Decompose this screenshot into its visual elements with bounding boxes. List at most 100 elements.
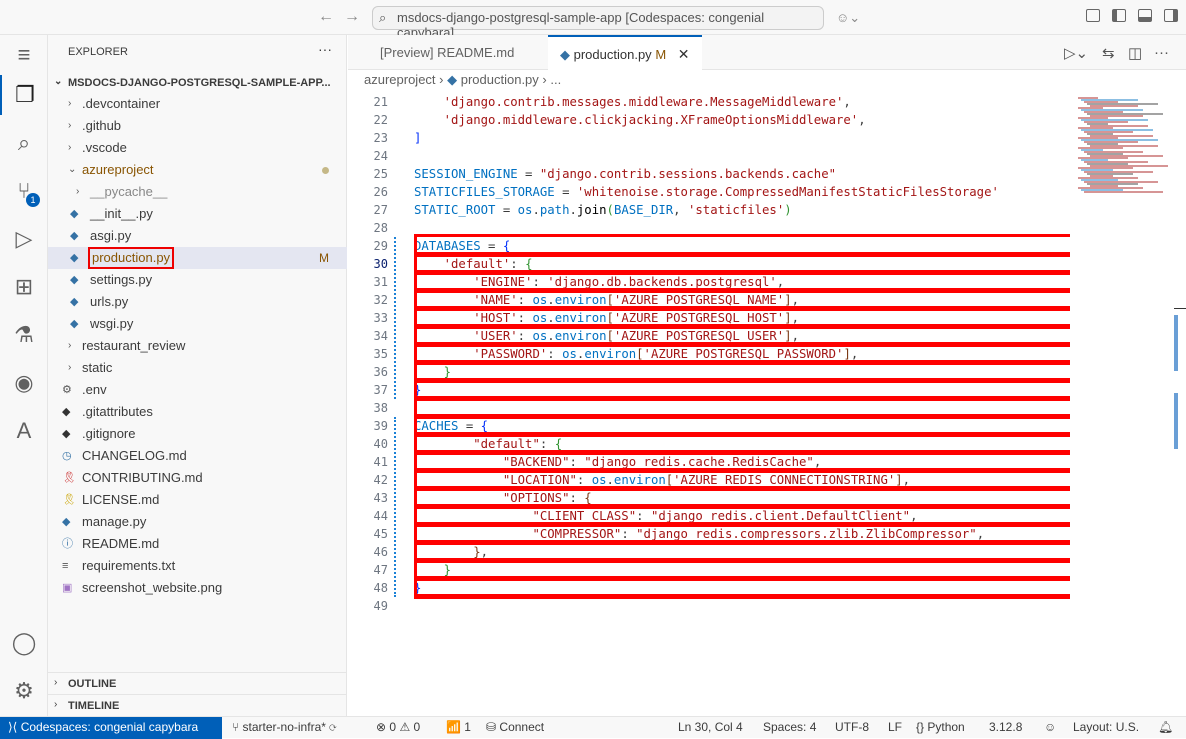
tree-item[interactable]: ⌄ azureproject bbox=[48, 159, 347, 181]
tree-item[interactable]: ◆ wsgi.py bbox=[48, 313, 347, 335]
problems-indicator[interactable]: ⊗ 0 ⚠ 0 bbox=[376, 720, 420, 734]
keyboard-layout[interactable]: Layout: U.S. bbox=[1073, 720, 1140, 734]
notifications-bell-icon[interactable]: 🔔︎ bbox=[1158, 720, 1174, 734]
menu-icon[interactable]: ≡ bbox=[17, 42, 31, 67]
remote-indicator[interactable]: ⟩⟨ Codespaces: congenial capybara bbox=[0, 717, 222, 739]
highlight-stripe bbox=[414, 396, 1070, 401]
breadcrumb-symbol[interactable]: ... bbox=[550, 72, 562, 87]
highlight-stripe bbox=[414, 450, 1070, 455]
tree-item[interactable]: › restaurant_review bbox=[48, 335, 347, 357]
breadcrumb-folder[interactable]: azureproject bbox=[364, 72, 436, 87]
tree-item[interactable]: ≡ requirements.txt bbox=[48, 555, 347, 577]
encoding[interactable]: UTF-8 bbox=[835, 720, 869, 734]
tree-item[interactable]: › static bbox=[48, 357, 347, 379]
minimap-line bbox=[1087, 113, 1163, 115]
tree-item[interactable]: 🎗︎ LICENSE.md bbox=[48, 489, 347, 511]
connect-button[interactable]: ⛁ Connect bbox=[486, 720, 544, 734]
line-number: 46 bbox=[373, 545, 388, 559]
back-arrow-icon[interactable]: ← bbox=[318, 8, 334, 25]
breadcrumb-file[interactable]: production.py bbox=[460, 72, 539, 87]
tree-item[interactable]: › .devcontainer bbox=[48, 93, 347, 115]
compare-changes-icon[interactable]: ⇆ bbox=[1102, 45, 1115, 62]
code-token: , bbox=[791, 293, 800, 307]
tree-item[interactable]: ▣ screenshot_website.png bbox=[48, 577, 347, 599]
code-line: ] bbox=[414, 129, 421, 147]
minimap-line bbox=[1078, 157, 1128, 159]
info-file-icon: ⓘ bbox=[62, 538, 73, 550]
toggle-sidebar-icon[interactable] bbox=[1112, 9, 1126, 22]
cursor-position[interactable]: Ln 30, Col 4 bbox=[678, 720, 743, 734]
run-icon[interactable]: ▷⌄ bbox=[1064, 45, 1089, 62]
more-actions-icon[interactable]: ··· bbox=[318, 41, 332, 57]
copilot-icon[interactable]: ☺⌄ bbox=[836, 10, 861, 25]
indentation[interactable]: Spaces: 4 bbox=[763, 720, 817, 734]
code-line: } bbox=[414, 363, 451, 381]
timeline-section[interactable]: › TIMELINE bbox=[48, 694, 347, 716]
close-icon[interactable]: ✕ bbox=[677, 46, 690, 62]
branch-label: starter-no-infra* bbox=[242, 720, 326, 734]
tree-item[interactable]: › .vscode bbox=[48, 137, 347, 159]
tab-readme-preview[interactable]: [Preview] README.md bbox=[368, 35, 526, 70]
code-token: = bbox=[517, 167, 540, 181]
customize-layout-icon[interactable] bbox=[1086, 9, 1100, 22]
code-line: "LOCATION": os.environ['AZURE_REDIS_CONN… bbox=[414, 471, 910, 489]
run-debug-icon[interactable]: ▷ bbox=[15, 226, 33, 251]
minimap-line bbox=[1090, 135, 1153, 137]
explorer-icon[interactable]: ❐ bbox=[0, 75, 48, 115]
code-editor[interactable]: 21 'django.contrib.messages.middleware.M… bbox=[348, 93, 1070, 716]
workspace-root[interactable]: ⌄ MSDOCS-DJANGO-POSTGRESQL-SAMPLE-APP... bbox=[48, 73, 347, 95]
tree-item[interactable]: ◆ manage.py bbox=[48, 511, 347, 533]
tab-production-py[interactable]: ◆ production.py M ✕ bbox=[548, 35, 702, 71]
line-number: 36 bbox=[373, 365, 388, 379]
code-token: BASE_DIR bbox=[613, 203, 674, 217]
tree-item-label: .env bbox=[82, 382, 107, 397]
split-editor-icon[interactable]: ◫ bbox=[1128, 45, 1143, 62]
extensions-icon[interactable]: ⊞ bbox=[14, 274, 34, 299]
testing-icon[interactable]: ⚗ bbox=[14, 322, 34, 347]
sync-icon[interactable]: ⟳ bbox=[329, 720, 337, 734]
language-mode[interactable]: {} Python bbox=[916, 720, 965, 734]
code-token: , bbox=[791, 311, 800, 325]
forward-arrow-icon[interactable]: → bbox=[344, 8, 360, 25]
tree-item[interactable]: ◆ urls.py bbox=[48, 291, 347, 313]
tree-item[interactable]: ◆ .gitignore bbox=[48, 423, 347, 445]
ports-indicator[interactable]: 📶 1 bbox=[446, 720, 471, 734]
tree-item[interactable]: ◆ __init__.py bbox=[48, 203, 347, 225]
command-center-search[interactable]: ⌕ msdocs-django-postgresql-sample-app [C… bbox=[372, 6, 824, 40]
tree-item[interactable]: ◷ CHANGELOG.md bbox=[48, 445, 347, 467]
tree-item[interactable]: ◆ settings.py bbox=[48, 269, 347, 291]
code-token: [ bbox=[636, 347, 644, 361]
tree-item[interactable]: 🎗︎ CONTRIBUTING.md bbox=[48, 467, 347, 489]
code-token: "default" bbox=[473, 437, 540, 451]
tree-item-label: .vscode bbox=[82, 140, 127, 155]
tree-item[interactable]: ◆ .gitattributes bbox=[48, 401, 347, 423]
source-control-icon[interactable]: ⑂ 1 bbox=[0, 171, 48, 211]
more-actions-icon[interactable]: ··· bbox=[1154, 44, 1169, 61]
copilot-status-icon[interactable]: ☺ bbox=[1044, 720, 1057, 734]
tree-item[interactable]: ⓘ README.md bbox=[48, 533, 347, 555]
end-of-line[interactable]: LF bbox=[888, 720, 903, 734]
code-token: = bbox=[495, 203, 518, 217]
outline-section[interactable]: › OUTLINE bbox=[48, 672, 347, 694]
github-icon[interactable]: ◉ bbox=[14, 370, 34, 395]
toggle-secondary-sidebar-icon[interactable] bbox=[1164, 9, 1178, 22]
tree-item[interactable]: ◆ asgi.py bbox=[48, 225, 347, 247]
branch-indicator[interactable]: ⑂ starter-no-infra* ⟳ bbox=[232, 720, 336, 734]
tree-item[interactable]: › .github bbox=[48, 115, 347, 137]
toggle-panel-icon[interactable] bbox=[1138, 9, 1152, 22]
azure-icon[interactable]: A bbox=[16, 418, 32, 443]
line-number: 45 bbox=[373, 527, 388, 541]
accounts-icon[interactable]: ◯ bbox=[11, 630, 37, 655]
python-version[interactable]: 3.12.8 bbox=[989, 720, 1023, 734]
code-token: { bbox=[554, 437, 563, 451]
code-token: os bbox=[532, 311, 548, 325]
tree-item[interactable]: ◆ production.py M bbox=[48, 247, 347, 269]
tree-item-label: requirements.txt bbox=[82, 558, 176, 573]
search-icon[interactable]: ⌕ bbox=[17, 130, 31, 155]
tree-item[interactable]: ⚙ .env bbox=[48, 379, 347, 401]
settings-gear-icon[interactable]: ⚙ bbox=[14, 678, 34, 703]
minimap[interactable] bbox=[1070, 93, 1186, 716]
warning-icon: ⚠ bbox=[399, 720, 411, 734]
tree-item[interactable]: › __pycache__ bbox=[48, 181, 347, 203]
code-token: ) bbox=[784, 203, 792, 217]
